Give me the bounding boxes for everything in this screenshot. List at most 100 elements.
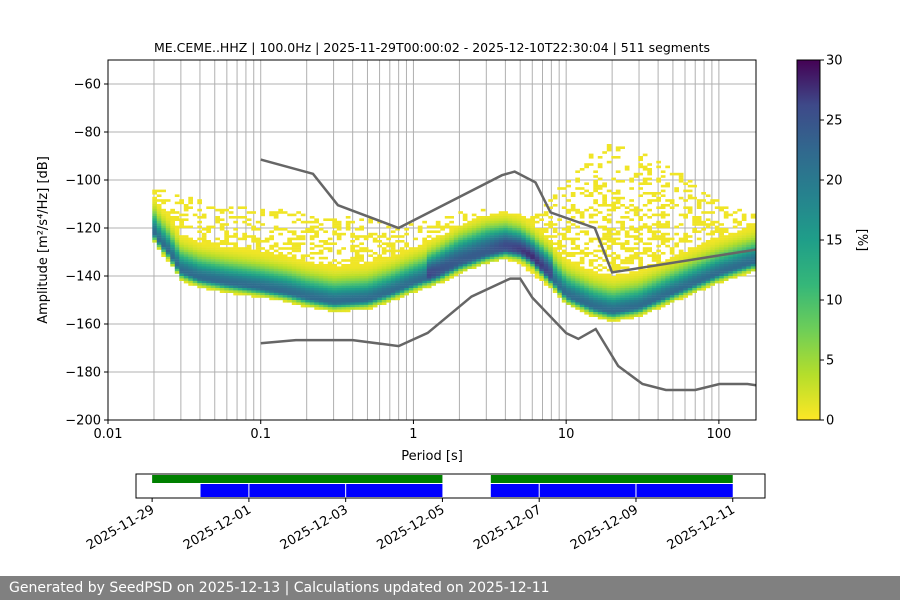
psd-cell — [719, 237, 724, 241]
psd-cell — [228, 235, 234, 238]
psd-cell — [507, 232, 513, 236]
psd-cell — [719, 259, 724, 262]
psd-cell — [462, 216, 468, 219]
psd-cell — [377, 240, 382, 243]
psd-cell — [305, 276, 310, 279]
psd-cell — [161, 230, 166, 233]
psd-cell — [737, 235, 742, 238]
psd-cell — [251, 261, 256, 265]
psd-cell — [575, 273, 580, 277]
psd-cell — [516, 232, 522, 236]
psd-cell — [638, 261, 643, 265]
psd-cell — [687, 285, 693, 289]
psd-cell — [669, 290, 675, 293]
psd-cell — [624, 168, 630, 171]
psd-cell — [620, 220, 625, 224]
psd-cell — [678, 283, 684, 286]
psd-cell — [440, 256, 445, 260]
psd-cell — [440, 240, 445, 243]
psd-cell — [494, 232, 499, 236]
psd-cell — [548, 199, 553, 202]
psd-cell — [678, 240, 684, 243]
psd-cell — [201, 285, 207, 289]
x-tick-label: 0.1 — [250, 427, 271, 442]
psd-cell — [678, 276, 684, 279]
psd-cell — [633, 276, 639, 279]
psd-cell — [503, 213, 508, 217]
psd-cell — [539, 259, 544, 262]
psd-cell — [516, 216, 522, 219]
psd-cell — [381, 295, 387, 298]
psd-cell — [705, 223, 711, 226]
psd-cell — [251, 271, 256, 274]
psd-cell — [521, 218, 526, 221]
psd-cell — [696, 230, 702, 233]
psd-cell — [512, 235, 517, 238]
psd-cell — [170, 259, 175, 262]
psd-cell — [282, 259, 288, 262]
psd-cell — [521, 244, 526, 248]
psd-cell — [719, 249, 724, 253]
psd-cell — [638, 216, 643, 219]
psd-cell — [611, 232, 616, 236]
psd-cell — [251, 283, 256, 286]
psd-cell — [611, 280, 616, 284]
psd-cell — [557, 247, 562, 250]
psd-cell — [309, 297, 315, 301]
psd-cell — [237, 264, 243, 267]
psd-cell — [390, 244, 396, 248]
psd-cell — [314, 232, 319, 236]
psd-cell — [575, 232, 580, 236]
psd-cell — [413, 259, 418, 262]
psd-cell — [633, 288, 639, 291]
psd-cell — [660, 232, 666, 236]
psd-cell — [552, 273, 558, 277]
psd-cell — [620, 204, 625, 207]
psd-cell — [161, 247, 166, 250]
psd-cell — [485, 244, 490, 248]
psd-cell — [341, 276, 346, 279]
psd-cell — [201, 232, 207, 236]
psd-cell — [516, 244, 522, 248]
psd-cell — [575, 208, 580, 212]
psd-cell — [507, 249, 513, 253]
psd-cell — [255, 252, 261, 255]
psd-cell — [404, 244, 409, 248]
psd-cell — [300, 302, 306, 305]
psd-cell — [692, 247, 697, 250]
psd-cell — [575, 180, 580, 183]
psd-cell — [453, 230, 459, 233]
psd-cell — [242, 259, 247, 262]
psd-cell — [638, 314, 643, 317]
psd-cell — [620, 290, 625, 293]
psd-cell — [638, 163, 643, 166]
psd-cell — [660, 175, 666, 178]
psd-cell — [485, 228, 490, 231]
psd-cell — [260, 268, 265, 272]
psd-cell — [282, 295, 288, 298]
psd-cell — [215, 266, 220, 269]
psd-cell — [440, 235, 445, 238]
psd-cell — [192, 261, 198, 265]
psd-cell — [521, 230, 526, 233]
psd-cell — [390, 278, 396, 281]
psd-cell — [543, 280, 549, 284]
psd-cell — [633, 314, 639, 317]
psd-cell — [287, 276, 292, 279]
psd-cell — [233, 273, 238, 277]
psd-cell — [251, 288, 256, 291]
psd-cell — [557, 280, 562, 284]
psd-cell — [332, 273, 337, 277]
psd-cell — [656, 307, 661, 310]
psd-cell — [188, 276, 193, 279]
psd-cell — [246, 285, 252, 289]
psd-cell — [710, 259, 715, 262]
psd-cell — [683, 285, 688, 289]
psd-cell — [566, 280, 571, 284]
psd-cell — [525, 228, 531, 231]
psd-cell — [476, 256, 481, 260]
psd-cell — [282, 271, 288, 274]
psd-cell — [566, 276, 571, 279]
psd-cell — [593, 271, 598, 274]
psd-cell — [350, 283, 355, 286]
